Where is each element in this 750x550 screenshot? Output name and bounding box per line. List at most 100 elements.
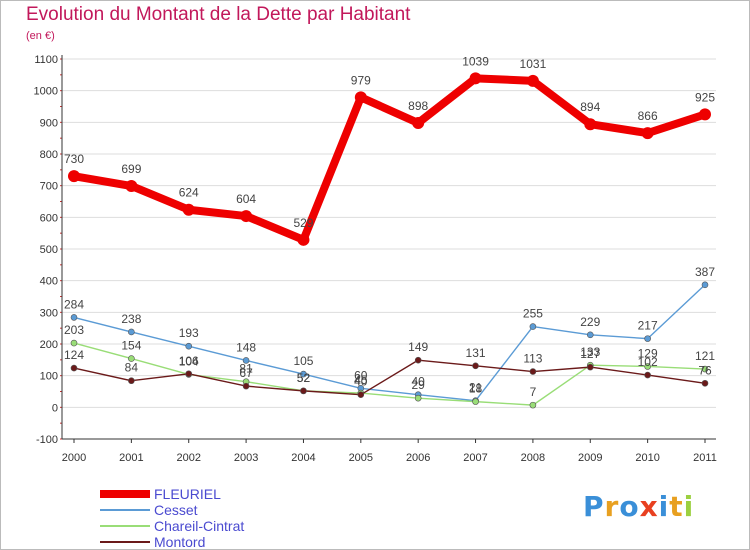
data-label: 127 — [580, 347, 600, 361]
x-tick-label: 2011 — [693, 452, 717, 464]
data-label: 238 — [121, 312, 141, 326]
data-label: 133 — [580, 345, 600, 359]
data-point — [472, 398, 479, 405]
data-label: 84 — [125, 361, 139, 375]
data-point — [128, 328, 135, 336]
data-point — [70, 364, 78, 372]
legend-label-montord: Montord — [154, 534, 206, 550]
data-label: 113 — [523, 352, 542, 366]
data-label: 129 — [638, 346, 658, 360]
data-point — [586, 363, 594, 371]
data-label: 105 — [293, 354, 313, 368]
legend-swatch-cesset — [100, 509, 150, 511]
data-point — [68, 170, 80, 183]
data-point — [701, 365, 709, 373]
data-label: 104 — [179, 354, 199, 368]
data-point — [644, 335, 651, 342]
data-label: 894 — [580, 100, 600, 114]
logo-letter: o — [619, 490, 640, 523]
data-point — [70, 339, 78, 347]
x-tick-label: 2001 — [119, 452, 143, 464]
data-point — [354, 91, 367, 104]
series-line-fleuriel — [70, 74, 709, 244]
data-point — [644, 363, 651, 370]
logo-letter: t — [669, 490, 684, 523]
data-label: 29 — [412, 378, 426, 392]
x-tick-label: 2008 — [521, 452, 545, 464]
x-tick-label: 2000 — [62, 452, 86, 464]
y-tick-label: 700 — [40, 181, 58, 193]
data-label: 7 — [530, 385, 537, 399]
data-label: 1039 — [462, 54, 489, 68]
data-point — [297, 233, 310, 246]
data-label: 217 — [638, 319, 658, 333]
data-label: 106 — [179, 354, 199, 368]
data-label: 193 — [179, 326, 199, 340]
data-label: 40 — [354, 375, 368, 389]
data-label: 18 — [469, 382, 483, 396]
proxiti-logo: Proxiti — [583, 490, 694, 523]
data-label: 979 — [351, 73, 371, 87]
data-label: 387 — [695, 265, 715, 279]
series-line-cesset — [73, 284, 706, 402]
y-tick-label: 800 — [40, 149, 58, 161]
data-label: 124 — [64, 348, 84, 362]
data-label: 604 — [236, 192, 256, 206]
data-point — [70, 314, 78, 321]
y-tick-label: 1100 — [34, 54, 58, 66]
data-point — [412, 116, 425, 129]
data-label: 624 — [179, 186, 199, 200]
data-label: 121 — [695, 349, 715, 363]
x-tick-label: 2002 — [176, 452, 200, 464]
y-tick-label: 200 — [40, 339, 58, 351]
data-label: 284 — [64, 297, 84, 311]
logo-letter: P — [583, 490, 605, 523]
data-label: 102 — [638, 355, 658, 369]
legend-label-cesset: Cesset — [154, 502, 198, 518]
data-point — [529, 323, 537, 330]
data-point — [300, 370, 307, 378]
x-tick-label: 2003 — [234, 452, 258, 464]
data-label: 866 — [638, 109, 658, 123]
data-label: 76 — [698, 363, 712, 377]
data-point — [240, 210, 253, 223]
data-label: 1031 — [520, 57, 547, 71]
data-label: 730 — [64, 152, 84, 166]
x-tick-label: 2010 — [635, 452, 659, 464]
data-label: 40 — [412, 375, 426, 389]
logo-letter: i — [683, 490, 695, 523]
x-tick-label: 2005 — [349, 452, 373, 464]
data-point — [586, 331, 594, 339]
data-label: 699 — [121, 162, 141, 176]
series-line-montord — [73, 359, 706, 396]
data-point — [526, 74, 539, 87]
data-label: 67 — [239, 366, 253, 380]
data-point — [128, 355, 135, 362]
data-point — [469, 72, 482, 85]
y-tick-label: 500 — [40, 244, 58, 256]
legend-label-fleuriel: FLEURIEL — [154, 486, 221, 502]
data-point — [701, 379, 709, 387]
data-label: 203 — [64, 323, 84, 337]
data-label: 529 — [293, 216, 313, 230]
y-tick-label: -100 — [36, 434, 58, 446]
data-label: 21 — [469, 381, 483, 395]
y-tick-label: 100 — [40, 371, 58, 383]
legend-swatch-montord — [100, 541, 150, 543]
data-point — [472, 362, 479, 370]
data-point — [185, 370, 193, 378]
data-label: 229 — [580, 315, 600, 329]
data-label: 898 — [408, 99, 428, 113]
data-point — [357, 391, 365, 398]
data-point — [242, 382, 250, 390]
data-point — [699, 108, 711, 121]
data-label: 52 — [297, 371, 311, 385]
data-label: 45 — [354, 373, 368, 387]
logo-letter: r — [604, 490, 620, 523]
data-point — [128, 377, 135, 385]
x-tick-label: 2009 — [578, 452, 602, 464]
y-tick-label: 400 — [40, 276, 58, 288]
data-point — [529, 401, 537, 409]
chart-subtitle: (en €) — [26, 30, 55, 42]
data-point — [182, 203, 195, 216]
